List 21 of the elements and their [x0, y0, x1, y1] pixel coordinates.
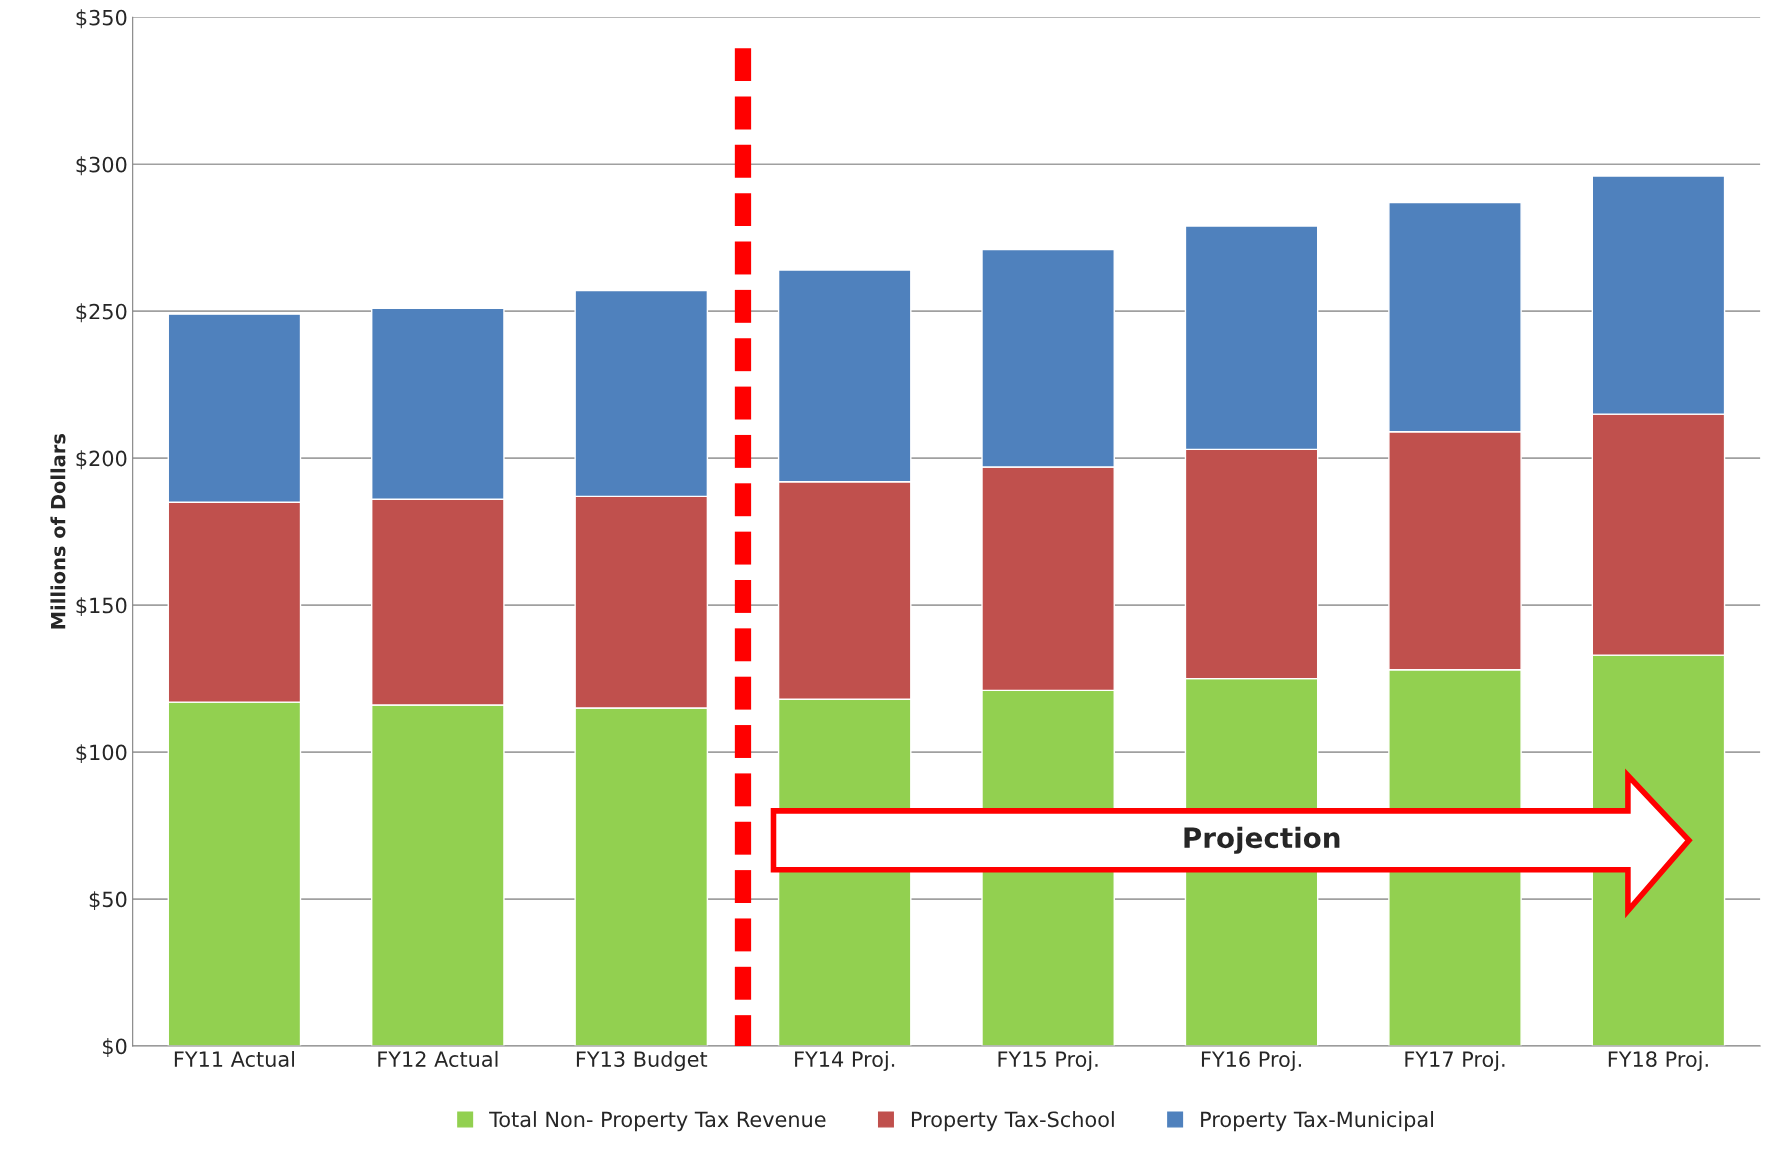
legend-label: Property Tax-Municipal: [1201, 1111, 1433, 1132]
y-tick-label: $200: [76, 450, 127, 470]
x-tick-label: FY12 Actual: [378, 1050, 498, 1067]
y-tick-label: $350: [76, 9, 127, 29]
x-tick-label: FY18 Proj.: [1608, 1050, 1708, 1072]
y-axis-title: Millions of Dollars: [50, 433, 66, 629]
x-tick-label: FY15 Proj.: [998, 1050, 1098, 1072]
annotation: Projection: [1184, 826, 1340, 854]
y-tick-label: $250: [76, 303, 127, 323]
x-tick-label: FY16 Proj.: [1201, 1050, 1301, 1072]
legend-label: Total Non- Property Tax Revenue: [489, 1111, 826, 1132]
y-tick-label: $50: [89, 891, 127, 911]
x-tick-label: FY14 Proj.: [795, 1050, 895, 1072]
x-tick-label: FY13 Budget: [576, 1050, 708, 1072]
y-tick-label: $0: [103, 1038, 127, 1057]
x-tick-label: FY11 Actual: [174, 1050, 294, 1067]
legend-label: Property Tax-School: [911, 1111, 1114, 1132]
y-tick-label: $100: [76, 744, 127, 764]
y-tick-label: $150: [76, 597, 127, 617]
x-tick-label: FY17 Proj.: [1405, 1050, 1505, 1072]
y-tick-label: $300: [76, 156, 127, 176]
